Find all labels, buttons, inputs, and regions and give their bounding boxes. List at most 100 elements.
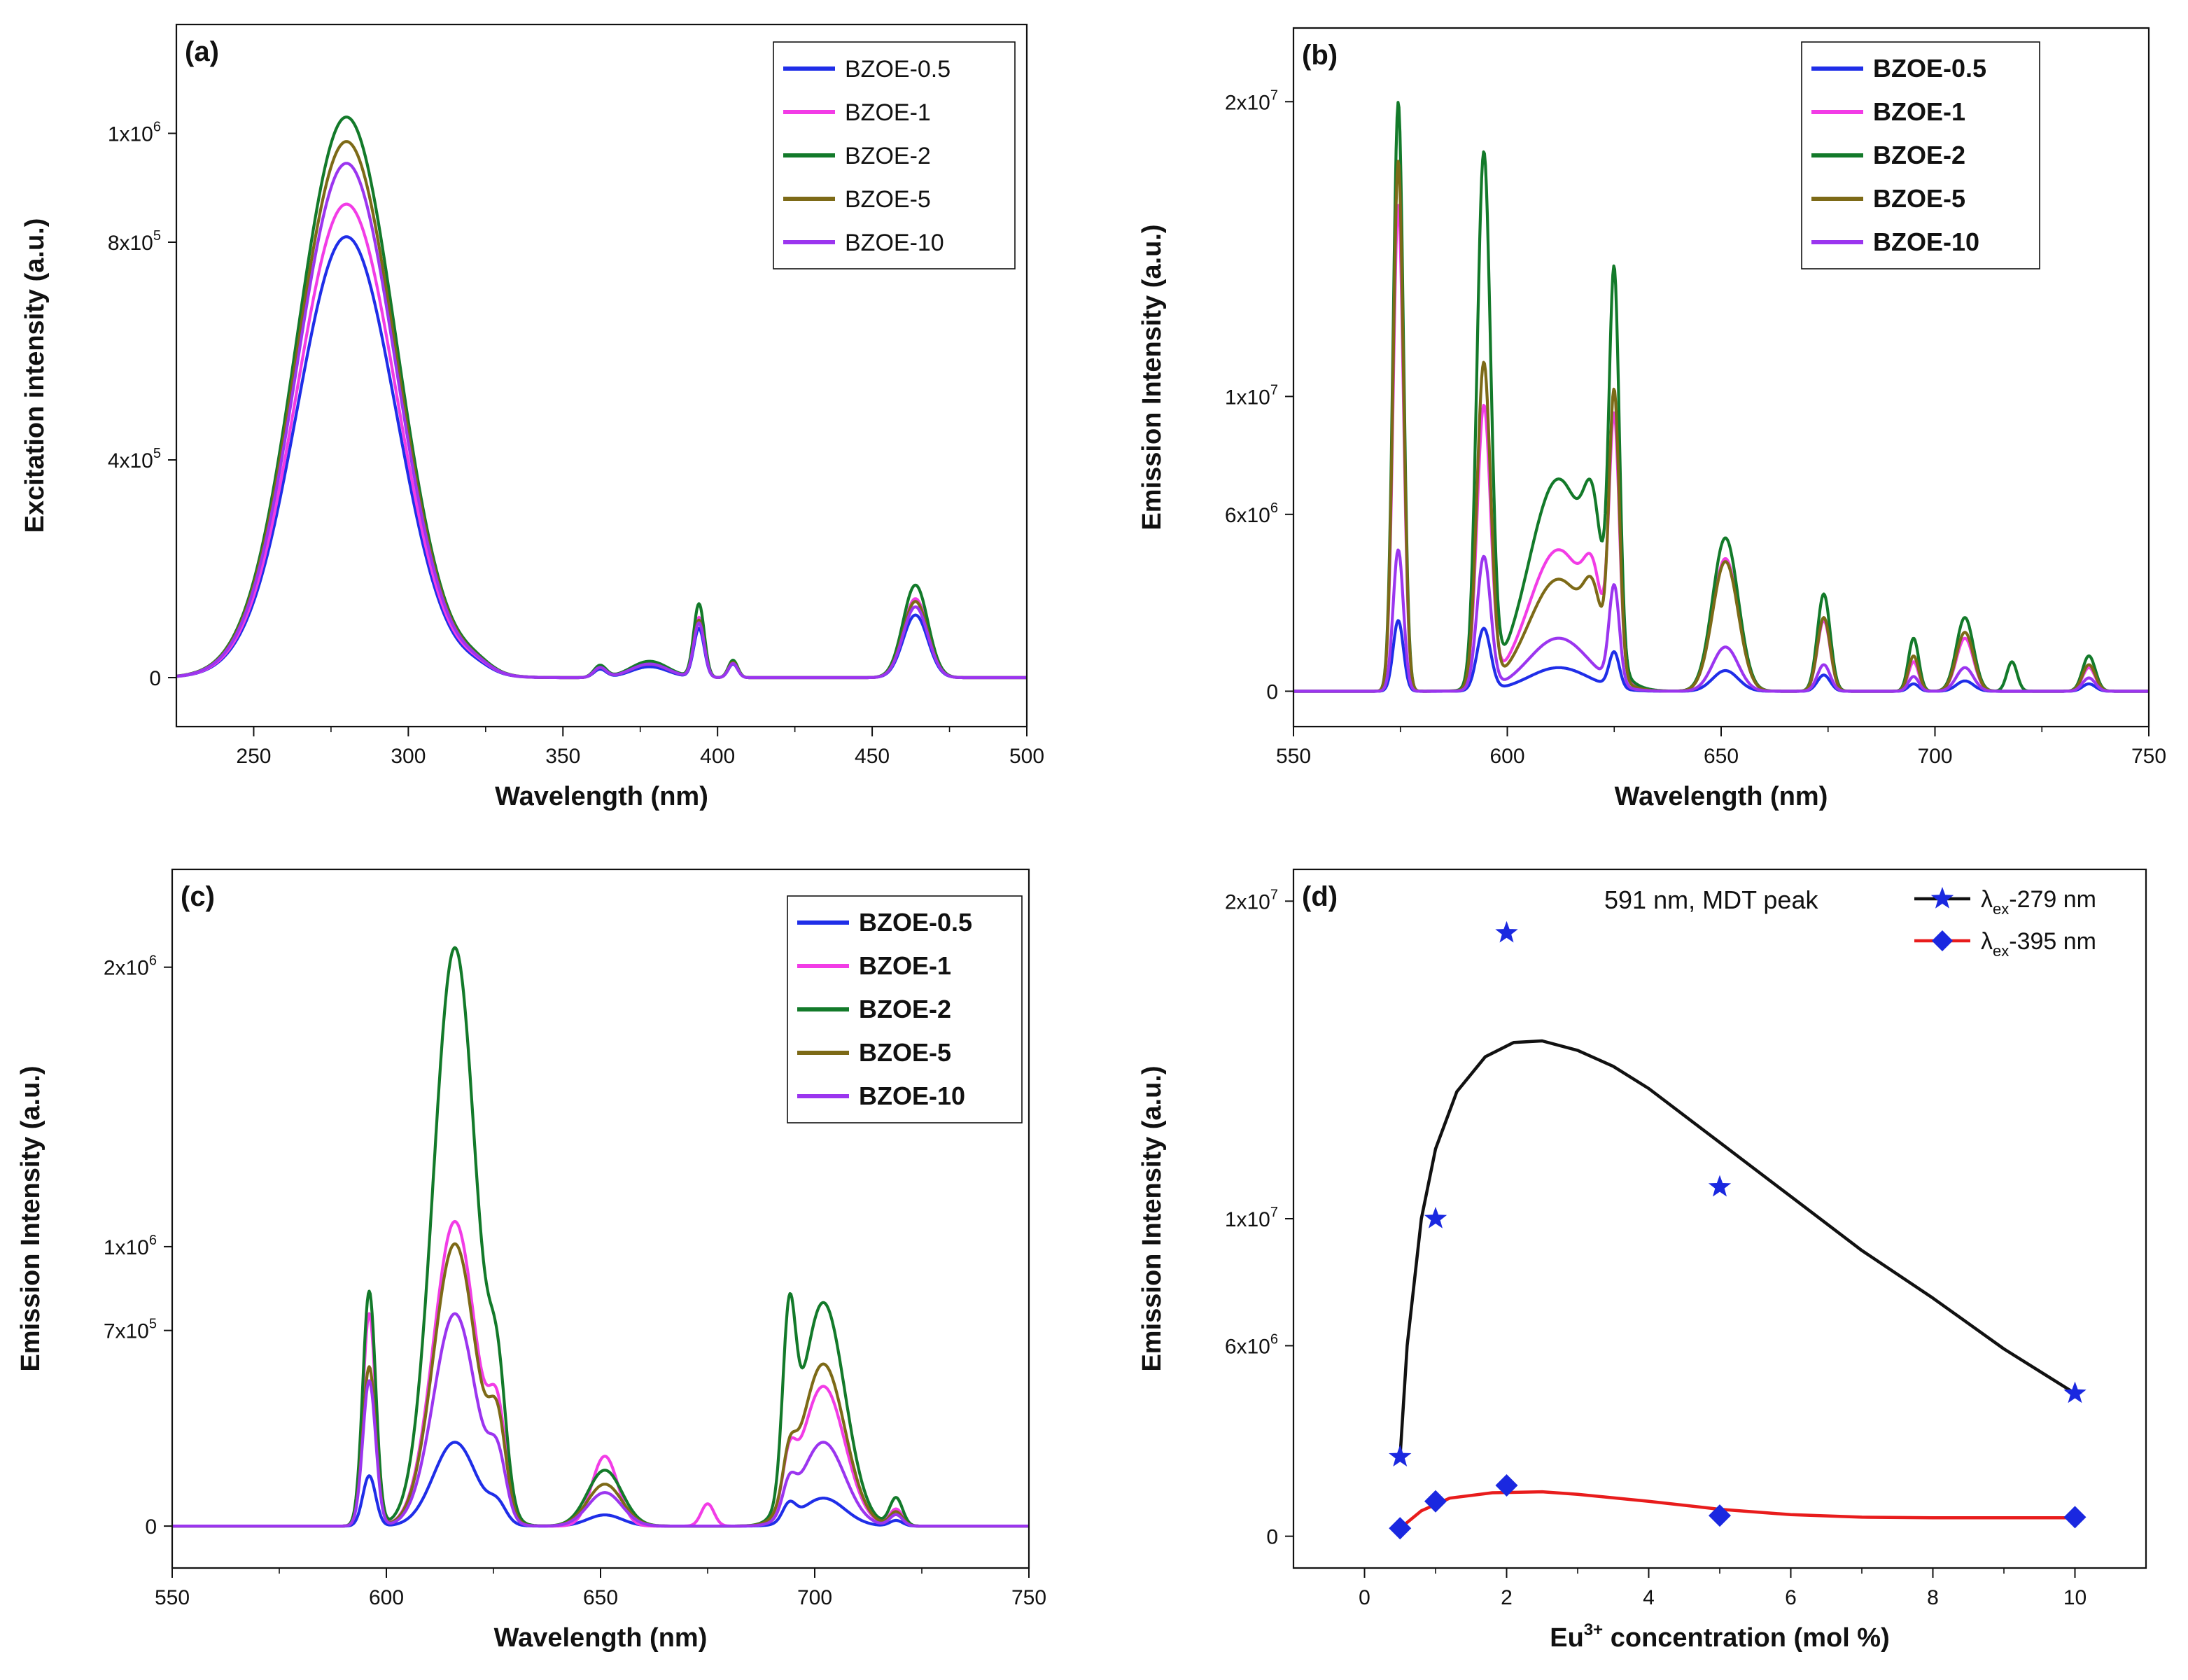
d-legend-label: λex-279 nm (1981, 886, 2096, 918)
b-legend-label: BZOE-10 (1873, 227, 1979, 256)
c-series-group (172, 946, 1029, 1528)
d-xtick-label: 2 (1501, 1586, 1513, 1609)
c-xtick-label: 550 (155, 1586, 190, 1609)
c-legend-label: BZOE-2 (859, 995, 951, 1023)
c-legend: BZOE-0.5 BZOE-1 BZOE-2 BZOE-5 BZOE-10 (787, 895, 1023, 1124)
d-star-point (2063, 1381, 2087, 1404)
d-xlabel: Eu3+ concentration (mol %) (1550, 1620, 1890, 1653)
a-series-bzoe-1 (176, 202, 1027, 680)
a-xtick-label: 300 (391, 745, 426, 768)
a-series-bzoe-10 (176, 162, 1027, 680)
c-xtick-label: 750 (1011, 1586, 1046, 1609)
b-ytick-label: 6x106 (1225, 500, 1278, 527)
c-xtick-label: 600 (369, 1586, 404, 1609)
a-panel-label: (a) (185, 36, 219, 67)
c-xlabel: Wavelength (nm) (494, 1623, 708, 1653)
panel-b: BZOE-0.5 BZOE-1 BZOE-2 BZOE-5 BZOE-10 550 600 6… (1137, 27, 2166, 811)
b-ytick-label: 1x107 (1225, 382, 1278, 409)
d-xtick-label: 4 (1643, 1586, 1655, 1609)
c-series-bzoe-1 (172, 1219, 1029, 1528)
d-fit-diamond (1398, 1490, 2075, 1530)
a-legend: BZOE-0.5 BZOE-1 BZOE-2 BZOE-5 BZOE-10 (773, 41, 1016, 270)
a-ytick-label: 8x105 (108, 228, 161, 255)
a-legend-label: BZOE-1 (845, 99, 931, 126)
b-ytick-label: 0 (1266, 680, 1278, 704)
a-legend-label: BZOE-2 (845, 143, 931, 169)
d-ytick-label: 2x107 (1225, 887, 1278, 913)
a-frame (175, 23, 1028, 728)
d-star-point (1424, 1207, 1447, 1228)
b-legend: BZOE-0.5 BZOE-1 BZOE-2 BZOE-5 BZOE-10 (1801, 41, 2040, 270)
b-series-group (1293, 101, 2149, 693)
panel-c: BZOE-0.5 BZOE-1 BZOE-2 BZOE-5 BZOE-10 550 600 6… (16, 868, 1046, 1653)
a-ytick-label: 0 (149, 667, 161, 690)
b-ylabel: Emission Intensity (a.u.) (1137, 224, 1167, 530)
a-legend-label: BZOE-5 (845, 186, 931, 213)
b-series-bzoe-1 (1293, 204, 2149, 693)
b-xtick-label: 550 (1276, 745, 1311, 768)
c-legend-label: BZOE-1 (859, 951, 951, 980)
d-star-point (1708, 1175, 1732, 1197)
b-panel-label: (b) (1302, 40, 1338, 71)
d-ytick-label: 6x106 (1225, 1331, 1278, 1358)
d-diamond-point (1389, 1517, 1412, 1540)
b-xtick-label: 700 (1917, 745, 1952, 768)
b-legend-label: BZOE-2 (1873, 141, 1965, 169)
d-ytick-label: 1x107 (1225, 1205, 1278, 1231)
c-ytick-label: 7x105 (104, 1317, 157, 1343)
a-xtick-label: 450 (855, 745, 890, 768)
d-legend-star (1930, 887, 1954, 909)
panel-d: 591 nm, MDT peak λex-279 nm λex-395 nm 0 2 4 6… (1137, 868, 2147, 1653)
d-diamond-point (2063, 1506, 2087, 1529)
c-series-bzoe-10 (172, 1312, 1029, 1528)
a-ytick-label: 1x106 (108, 120, 161, 146)
c-xtick-label: 650 (583, 1586, 618, 1609)
c-legend-label: BZOE-0.5 (859, 908, 972, 937)
c-legend-label: BZOE-10 (859, 1082, 965, 1110)
d-xtick-label: 10 (2063, 1586, 2087, 1609)
c-ytick-label: 0 (145, 1516, 157, 1539)
a-xtick-label: 350 (545, 745, 580, 768)
d-xtick-label: 0 (1359, 1586, 1370, 1609)
b-xlabel: Wavelength (nm) (1615, 782, 1828, 811)
a-ytick-label: 4x105 (108, 446, 161, 472)
b-xtick-label: 650 (1704, 745, 1739, 768)
a-ylabel: Excitation intensity (a.u.) (20, 218, 50, 533)
d-diamond-point (1495, 1474, 1518, 1497)
a-series-group (176, 115, 1027, 680)
d-legend-label: λex-395 nm (1981, 928, 2096, 960)
c-legend-label: BZOE-5 (859, 1038, 951, 1067)
a-xlabel: Wavelength (nm) (495, 782, 708, 811)
c-series-bzoe-5 (172, 1242, 1029, 1528)
d-star-point (1495, 920, 1518, 943)
c-ylabel: Emission Intensity (a.u.) (16, 1065, 45, 1371)
b-series-bzoe-10 (1293, 548, 2149, 693)
d-diamond-point (1709, 1504, 1731, 1527)
d-annotation: 591 nm, MDT peak (1604, 886, 1818, 914)
a-xtick-label: 250 (236, 745, 271, 768)
a-xtick-label: 400 (700, 745, 735, 768)
b-xtick-label: 750 (2131, 745, 2166, 768)
a-legend-label: BZOE-10 (845, 230, 944, 256)
d-star-point (1389, 1445, 1412, 1466)
d-ylabel: Emission Intensity (a.u.) (1137, 1065, 1167, 1371)
d-fit-star (1398, 1039, 2076, 1457)
b-legend-label: BZOE-1 (1873, 97, 1965, 126)
a-legend-label: BZOE-0.5 (845, 56, 951, 83)
c-panel-label: (c) (181, 881, 215, 912)
b-ytick-label: 2x107 (1225, 88, 1278, 114)
c-xtick-label: 700 (797, 1586, 832, 1609)
d-diamond-point (1424, 1490, 1447, 1513)
b-xtick-label: 600 (1489, 745, 1524, 768)
d-panel-label: (d) (1302, 881, 1338, 912)
c-ytick-label: 2x106 (104, 953, 157, 980)
panel-a: BZOE-0.5 BZOE-1 BZOE-2 BZOE-5 BZOE-10 250 300 3… (20, 23, 1044, 811)
b-legend-label: BZOE-5 (1873, 184, 1965, 213)
d-ytick-label: 0 (1266, 1526, 1278, 1549)
c-ytick-label: 1x106 (104, 1233, 157, 1259)
b-legend-label: BZOE-0.5 (1873, 54, 1986, 83)
d-xtick-label: 8 (1927, 1586, 1939, 1609)
d-xtick-label: 6 (1785, 1586, 1797, 1609)
d-legend-diamond (1932, 930, 1953, 951)
